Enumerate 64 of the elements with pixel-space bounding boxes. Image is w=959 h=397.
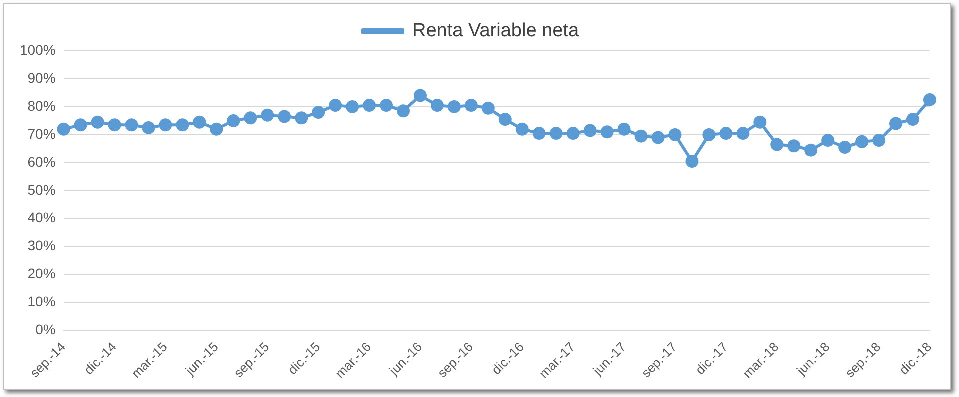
y-tick-label: 90% xyxy=(28,70,56,86)
legend-label: Renta Variable neta xyxy=(412,20,580,42)
point xyxy=(924,93,936,106)
point xyxy=(720,127,733,140)
point xyxy=(74,118,88,132)
point xyxy=(312,106,326,120)
y-tick-label: 70% xyxy=(28,126,56,142)
point xyxy=(872,134,886,148)
point xyxy=(668,128,682,142)
point xyxy=(448,100,461,114)
point xyxy=(584,124,597,138)
point xyxy=(210,122,224,136)
point xyxy=(736,127,750,140)
point xyxy=(125,118,138,132)
point xyxy=(550,127,563,140)
point xyxy=(57,122,70,136)
point xyxy=(618,122,631,136)
y-tick-label: 80% xyxy=(28,98,56,114)
point xyxy=(414,89,427,102)
point xyxy=(770,138,784,152)
point xyxy=(142,121,156,134)
point xyxy=(754,116,767,129)
point xyxy=(363,99,376,112)
point xyxy=(346,100,360,114)
y-tick-label: 20% xyxy=(28,266,56,282)
point xyxy=(498,113,512,126)
point xyxy=(176,118,190,132)
point xyxy=(634,130,648,143)
y-tick-label: 40% xyxy=(28,210,56,226)
y-tick-label: 50% xyxy=(28,182,56,198)
point xyxy=(804,144,818,157)
point xyxy=(159,118,172,132)
point xyxy=(516,122,529,136)
y-tick-label: 60% xyxy=(28,154,56,170)
y-tick-label: 10% xyxy=(28,294,56,310)
point xyxy=(788,140,801,153)
point xyxy=(822,134,835,148)
point xyxy=(91,116,104,129)
point xyxy=(244,112,258,125)
point xyxy=(600,126,614,139)
point xyxy=(430,99,444,112)
point xyxy=(702,128,716,142)
point xyxy=(380,99,394,112)
point xyxy=(686,155,699,168)
y-tick-label: 100% xyxy=(20,42,56,58)
point xyxy=(532,127,546,140)
point xyxy=(464,99,478,112)
point xyxy=(906,113,920,126)
point xyxy=(396,104,410,118)
point xyxy=(193,116,206,129)
point xyxy=(652,131,665,144)
point xyxy=(482,102,495,115)
y-tick-label: 0% xyxy=(36,322,56,338)
point xyxy=(108,118,122,132)
point xyxy=(890,117,903,130)
point xyxy=(838,141,852,154)
point xyxy=(261,108,274,122)
y-tick-label: 30% xyxy=(28,238,56,254)
point xyxy=(856,135,869,148)
point xyxy=(566,127,580,140)
point xyxy=(227,114,240,128)
point xyxy=(278,110,292,124)
point xyxy=(295,112,308,125)
point xyxy=(329,99,342,112)
